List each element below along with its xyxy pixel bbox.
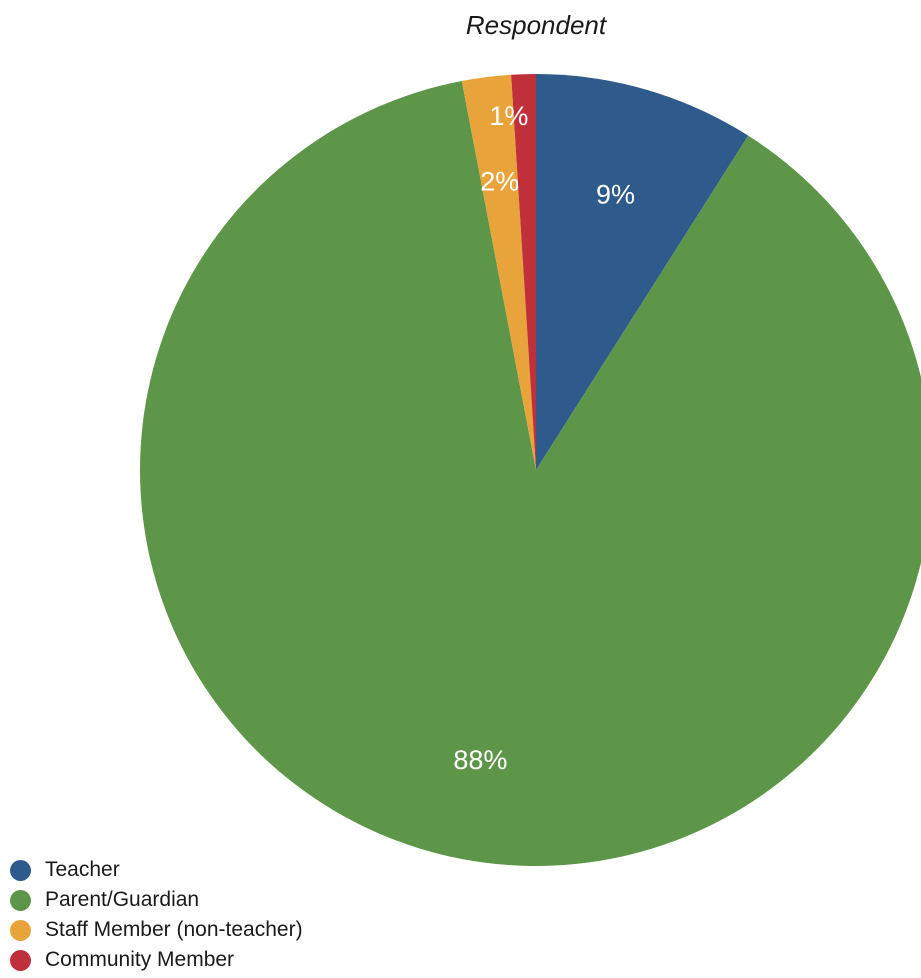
legend-item-teacher: Teacher bbox=[10, 855, 303, 885]
pie-slice-community-member bbox=[511, 74, 536, 470]
legend-label: Staff Member (non-teacher) bbox=[45, 918, 303, 941]
slice-label-staff-member-non-teacher: 2% bbox=[480, 166, 519, 196]
slice-label-community-member: 1% bbox=[489, 101, 528, 131]
legend-swatch bbox=[10, 919, 31, 941]
legend-item-parent-guardian: Parent/Guardian bbox=[10, 885, 303, 915]
slice-label-parent-guardian: 88% bbox=[453, 745, 507, 775]
chart-title: Respondent bbox=[465, 10, 607, 40]
legend-item-staff-member-non-teacher: Staff Member (non-teacher) bbox=[10, 915, 303, 945]
pie-slice-staff-member-non-teacher bbox=[461, 74, 536, 470]
pie-slice-parent-guardian bbox=[140, 81, 921, 866]
legend-swatch bbox=[10, 859, 31, 881]
legend-item-community-member: Community Member bbox=[10, 945, 303, 975]
legend-swatch bbox=[10, 889, 31, 911]
legend-label: Community Member bbox=[45, 948, 235, 971]
pie-slice-teacher bbox=[536, 74, 749, 470]
legend-label: Teacher bbox=[45, 858, 120, 881]
slice-label-teacher: 9% bbox=[596, 179, 635, 209]
legend-swatch bbox=[10, 949, 31, 971]
legend: Teacher Parent/Guardian Staff Member (non-… bbox=[10, 855, 303, 975]
legend-label: Parent/Guardian bbox=[45, 888, 200, 911]
